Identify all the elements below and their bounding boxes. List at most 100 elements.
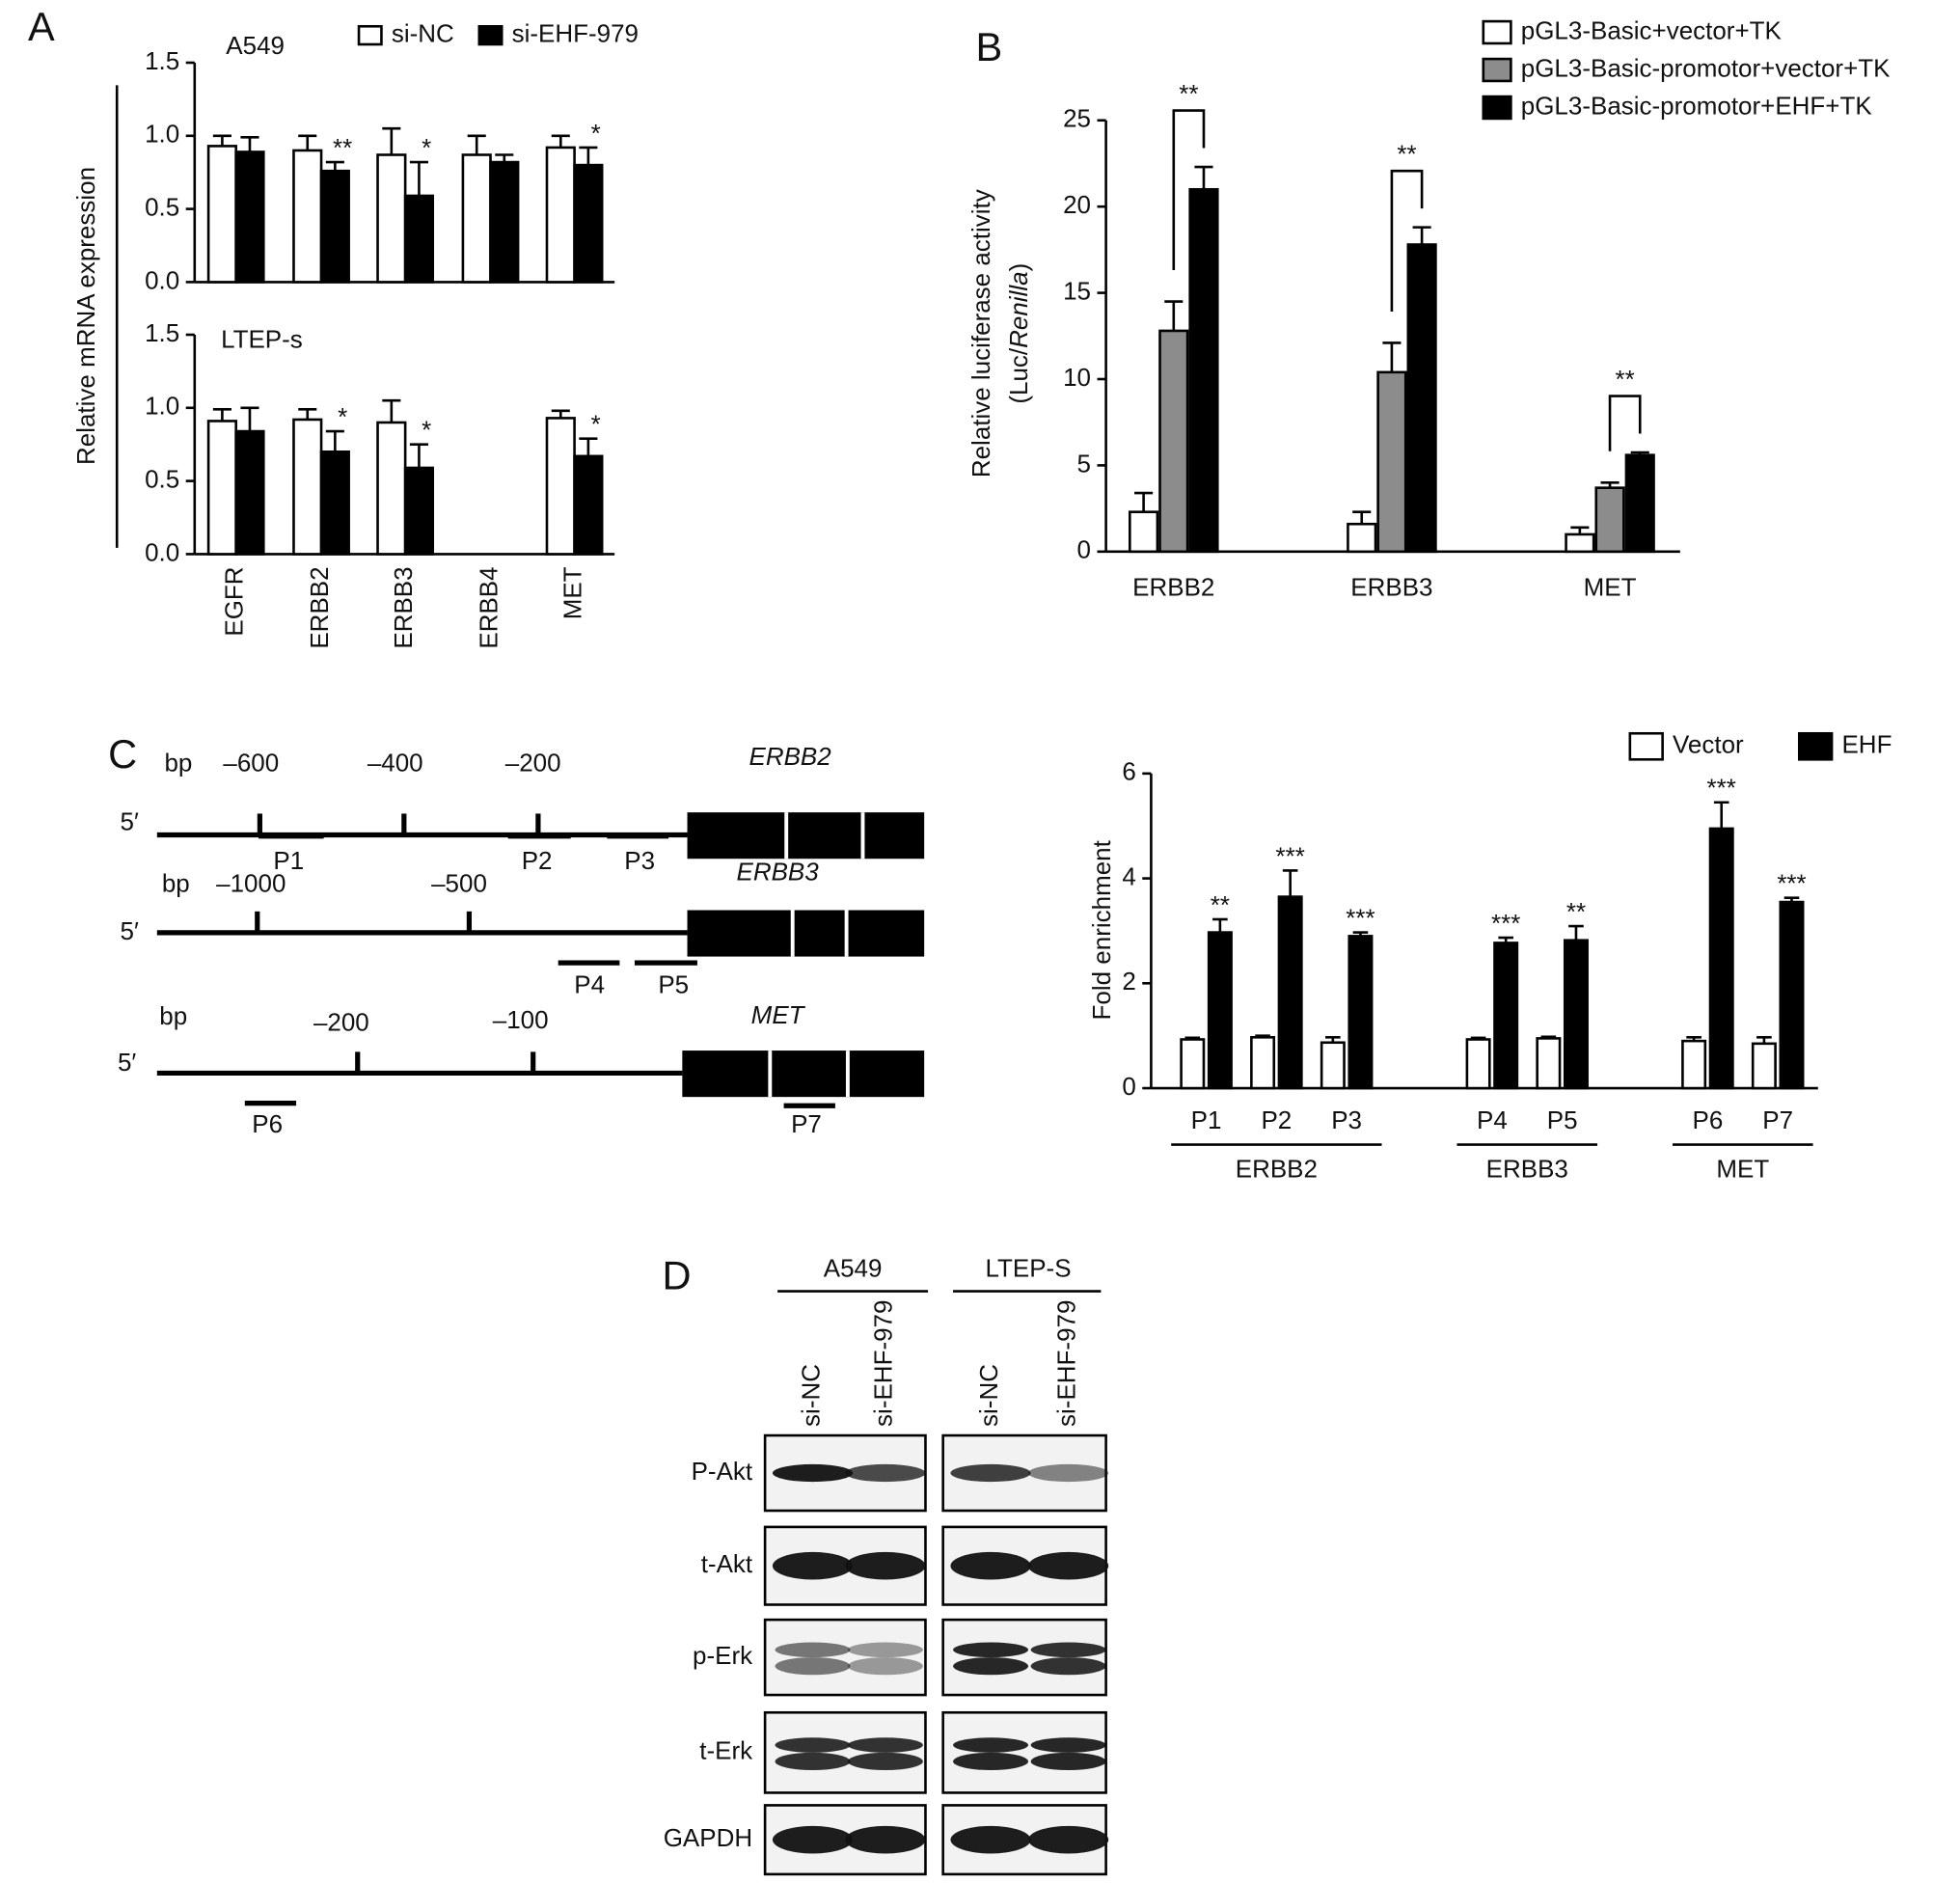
y-tick-label: 25 xyxy=(1063,104,1091,133)
significance-bracket xyxy=(1608,395,1642,451)
legend-swatch xyxy=(1482,57,1512,83)
bar xyxy=(206,420,237,556)
significance: *** xyxy=(1707,774,1736,803)
gene-name: ERBB2 xyxy=(749,742,832,771)
x-tick-label: P3 xyxy=(1331,1105,1362,1134)
five-prime: 5′ xyxy=(118,1048,136,1077)
bar xyxy=(1751,1042,1777,1090)
band xyxy=(847,1657,923,1676)
y-tick-label: 10 xyxy=(1063,363,1091,392)
bar xyxy=(403,466,435,556)
significance: ** xyxy=(1566,897,1586,926)
panel-label: B xyxy=(975,24,1002,69)
legend-swatch xyxy=(1628,731,1664,761)
group-label: MET xyxy=(1716,1155,1769,1184)
bar xyxy=(206,145,237,284)
band xyxy=(1030,1737,1106,1753)
lane-label: si-EHF-979 xyxy=(1051,1300,1080,1427)
significance: * xyxy=(591,410,601,439)
lane-label: si-EHF-979 xyxy=(869,1300,898,1427)
band xyxy=(950,1825,1031,1854)
bar xyxy=(403,194,435,284)
unit-label: bp xyxy=(159,1001,187,1030)
bar xyxy=(234,150,265,284)
band xyxy=(1028,1463,1109,1483)
blot-box xyxy=(763,1618,927,1697)
legend-label: pGL3-Basic-promotor+vector+TK xyxy=(1521,53,1891,82)
position-label: –200 xyxy=(313,1008,369,1037)
band xyxy=(953,1752,1029,1771)
group-label: ERBB2 xyxy=(1236,1155,1318,1184)
band xyxy=(775,1657,851,1676)
bar xyxy=(545,146,576,284)
x-tick-label: MET xyxy=(1584,573,1637,602)
bar xyxy=(1180,1038,1206,1090)
y-axis-label: Fold enrichment xyxy=(1087,839,1116,1020)
band xyxy=(772,1825,854,1854)
band xyxy=(1030,1752,1106,1771)
bar xyxy=(376,153,407,284)
bar xyxy=(1158,329,1189,554)
bar xyxy=(1565,532,1595,554)
y-tick-label: 6 xyxy=(1122,757,1135,786)
band xyxy=(1028,1825,1109,1854)
primer-label: P7 xyxy=(791,1109,822,1138)
bar xyxy=(1493,942,1519,1090)
bar xyxy=(461,153,492,284)
band xyxy=(775,1642,851,1658)
bar xyxy=(1406,243,1437,554)
band xyxy=(772,1551,854,1580)
significance: ** xyxy=(1211,890,1230,919)
significance: * xyxy=(422,416,431,445)
lane-label: si-NC xyxy=(796,1364,825,1427)
blot-box xyxy=(941,1618,1107,1697)
bar xyxy=(573,163,604,284)
blot-box xyxy=(763,1710,927,1794)
chart-title: LTEP-s xyxy=(221,324,303,353)
primer-label: P1 xyxy=(273,846,304,875)
bar xyxy=(1563,939,1589,1090)
y-tick-label: 0.5 xyxy=(145,464,179,493)
unit-part: (Luc/ xyxy=(1004,347,1033,404)
band xyxy=(847,1642,923,1658)
significance: *** xyxy=(1275,841,1304,870)
legend-swatch xyxy=(477,24,504,46)
gene-name: ERBB3 xyxy=(737,858,820,887)
blot-row-label: P-Akt xyxy=(692,1457,753,1486)
panel-label: D xyxy=(663,1253,692,1298)
x-tick-label: EGFR xyxy=(220,566,249,636)
legend-swatch xyxy=(1797,731,1834,761)
primer-label: P6 xyxy=(252,1109,283,1138)
x-tick-label: ERBB3 xyxy=(389,566,418,648)
bar xyxy=(1708,827,1734,1090)
x-tick-label: P7 xyxy=(1762,1105,1793,1134)
lane-label: si-NC xyxy=(974,1364,1003,1427)
significance: ** xyxy=(1397,139,1416,168)
blot-box xyxy=(941,1710,1107,1794)
legend-label: pGL3-Basic+vector+TK xyxy=(1521,15,1783,44)
significance: * xyxy=(338,402,347,431)
y-axis-unit: (Luc/Renilla) xyxy=(1004,263,1033,404)
x-tick-label: MET xyxy=(558,566,586,619)
position-label: –600 xyxy=(223,749,279,778)
legend-label: si-EHF-979 xyxy=(512,19,639,48)
position-label: –100 xyxy=(493,1005,549,1034)
bar xyxy=(319,169,350,284)
position-label: –1000 xyxy=(216,868,286,897)
position-label: –500 xyxy=(431,868,487,897)
y-tick-label: 1.0 xyxy=(145,120,179,149)
bar xyxy=(1347,522,1377,554)
primer-label: P4 xyxy=(574,970,605,999)
bar xyxy=(573,454,604,556)
band xyxy=(1030,1657,1106,1676)
y-tick-label: 4 xyxy=(1122,861,1135,890)
panel-label: A xyxy=(28,4,55,49)
band xyxy=(953,1657,1029,1676)
significance: *** xyxy=(1491,909,1520,938)
significance: * xyxy=(422,133,431,162)
legend-swatch xyxy=(1482,95,1512,121)
blot-row-label: t-Erk xyxy=(699,1736,753,1765)
band xyxy=(950,1551,1031,1580)
bar xyxy=(234,429,265,556)
band xyxy=(845,1551,926,1580)
